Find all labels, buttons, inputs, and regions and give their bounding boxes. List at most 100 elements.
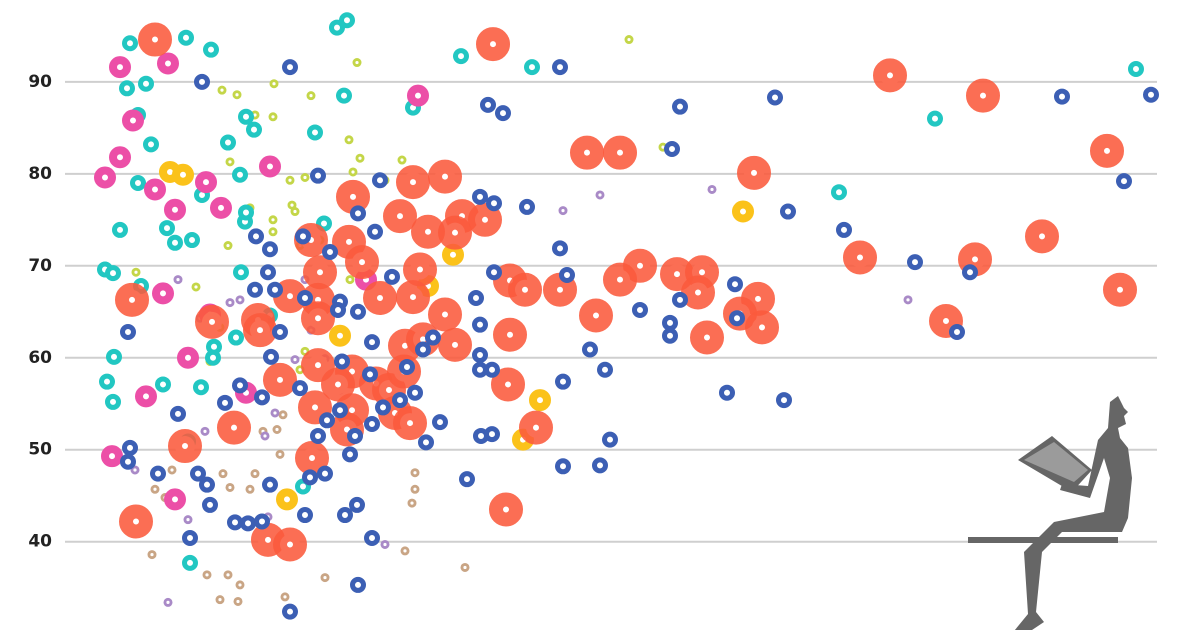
bubble: [364, 334, 380, 351]
bubble: [519, 198, 535, 215]
bubble: [235, 295, 245, 305]
bubble: [524, 59, 540, 76]
bubble: [259, 155, 281, 178]
bubble: [287, 200, 297, 210]
bubble: [407, 384, 423, 401]
bubble: [316, 215, 332, 232]
bubble: [355, 153, 365, 163]
bubble: [101, 445, 123, 468]
bubble: [472, 316, 488, 333]
bubble: [319, 412, 335, 429]
bubble: [732, 200, 754, 223]
bubble: [263, 362, 297, 397]
bubble: [322, 244, 338, 260]
bubble: [135, 385, 157, 408]
bubble: [272, 324, 288, 341]
bubble: [345, 275, 355, 285]
bubble: [410, 468, 420, 478]
bubble: [282, 603, 298, 620]
bubble: [364, 530, 380, 547]
bubble: [99, 373, 115, 390]
bubble: [582, 341, 598, 358]
bubble: [310, 167, 326, 184]
y-tick-label: 50: [28, 440, 52, 460]
bubble: [363, 280, 397, 315]
bubble: [347, 427, 363, 444]
bubble: [273, 527, 307, 562]
bubble: [332, 402, 348, 419]
bubble: [472, 188, 488, 205]
bubble: [400, 546, 410, 556]
bubble: [337, 507, 353, 524]
bubble: [559, 266, 575, 283]
bubble: [164, 198, 186, 221]
bubble: [122, 35, 138, 52]
bubble: [780, 203, 796, 220]
bubble: [486, 195, 502, 212]
bubble: [173, 275, 183, 285]
bubble: [306, 91, 316, 101]
bubble: [217, 410, 251, 445]
bubble: [1025, 219, 1059, 254]
bubble: [602, 431, 618, 448]
bubble: [248, 228, 264, 245]
bubble: [843, 240, 877, 275]
bubble: [529, 389, 551, 412]
bubble: [119, 80, 135, 97]
bubble: [130, 175, 146, 192]
bubble: [282, 59, 298, 76]
bubble: [223, 241, 233, 251]
bubble: [493, 317, 527, 352]
bubble: [285, 175, 295, 185]
bubble: [240, 515, 256, 532]
bubble: [579, 298, 613, 333]
bubble: [232, 90, 242, 100]
y-tick-label: 40: [28, 532, 52, 552]
bubble: [415, 341, 431, 358]
bubble: [250, 469, 260, 479]
bubble: [459, 471, 475, 488]
bubble: [949, 324, 965, 341]
bubble: [232, 377, 248, 394]
bubble: [472, 361, 488, 378]
bubble: [392, 392, 408, 409]
bubble: [767, 89, 783, 106]
bubble: [453, 48, 469, 65]
bubble: [592, 457, 608, 474]
bubble: [460, 562, 470, 572]
bubble: [362, 366, 378, 383]
bubble: [155, 376, 171, 393]
bubble: [297, 507, 313, 524]
bubble: [907, 254, 923, 271]
bubble: [570, 135, 604, 170]
bubble: [247, 281, 263, 298]
bubble: [182, 530, 198, 547]
bubble: [194, 73, 210, 90]
bubble: [484, 361, 500, 378]
bubble: [1128, 60, 1144, 77]
bubble: [1116, 173, 1132, 190]
bubble: [442, 243, 464, 266]
bubble: [603, 262, 637, 297]
bubble: [268, 227, 278, 237]
bubble: [438, 327, 472, 362]
bubble: [303, 255, 337, 290]
bubble: [254, 513, 270, 530]
bubble: [336, 179, 370, 214]
bubble: [348, 167, 358, 177]
bubble: [432, 414, 448, 431]
bubble: [681, 275, 715, 310]
bubble: [268, 215, 278, 225]
bubble: [320, 573, 330, 583]
bubble: [321, 367, 355, 402]
bubble: [411, 214, 445, 249]
bubble: [307, 124, 323, 141]
bubble: [130, 465, 140, 475]
bubble: [195, 171, 217, 194]
bubble: [254, 389, 270, 406]
bubble: [202, 496, 218, 513]
bubble: [428, 159, 462, 194]
bubble: [350, 205, 366, 222]
bubble: [112, 221, 128, 238]
bubble: [495, 105, 511, 122]
